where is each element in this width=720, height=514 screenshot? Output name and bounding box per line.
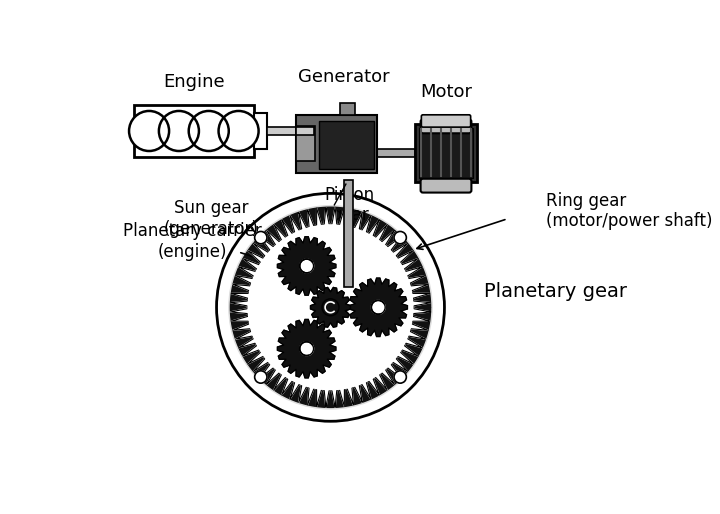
Text: Planetary gear: Planetary gear (485, 282, 628, 301)
Bar (343, 180, 353, 287)
Circle shape (255, 231, 267, 244)
Circle shape (322, 299, 339, 316)
Circle shape (189, 111, 229, 151)
Text: Engine: Engine (163, 73, 225, 91)
FancyBboxPatch shape (421, 115, 471, 127)
Text: Planetary carrier
(engine): Planetary carrier (engine) (122, 223, 261, 261)
Polygon shape (277, 319, 336, 378)
Bar (267, 127, 314, 135)
Polygon shape (349, 278, 408, 337)
Circle shape (394, 231, 406, 244)
Circle shape (394, 371, 406, 383)
Text: Pinion
gear: Pinion gear (325, 186, 375, 224)
Circle shape (219, 111, 258, 151)
Circle shape (217, 193, 444, 421)
Polygon shape (310, 287, 351, 327)
Text: Sun gear
(generator): Sun gear (generator) (163, 199, 258, 238)
Bar (296, 127, 314, 135)
FancyBboxPatch shape (420, 119, 472, 133)
Circle shape (248, 225, 413, 390)
Bar (377, 150, 415, 157)
Bar (319, 121, 374, 170)
Circle shape (372, 300, 385, 314)
Bar (415, 124, 477, 182)
Circle shape (300, 342, 314, 356)
Text: Ring gear
(motor/power shaft): Ring gear (motor/power shaft) (546, 192, 713, 230)
Polygon shape (230, 207, 431, 407)
Text: Motor: Motor (420, 83, 472, 101)
Circle shape (129, 111, 169, 151)
Circle shape (255, 371, 267, 383)
Bar (253, 113, 267, 149)
Bar (296, 126, 315, 161)
Polygon shape (277, 237, 336, 295)
Bar (419, 128, 473, 178)
Circle shape (229, 206, 432, 409)
Text: Generator: Generator (298, 67, 390, 85)
FancyBboxPatch shape (420, 179, 472, 193)
Circle shape (300, 259, 314, 273)
Polygon shape (230, 207, 431, 408)
Bar (134, 105, 253, 157)
Bar (340, 103, 355, 115)
Bar (296, 115, 377, 173)
Circle shape (159, 111, 199, 151)
